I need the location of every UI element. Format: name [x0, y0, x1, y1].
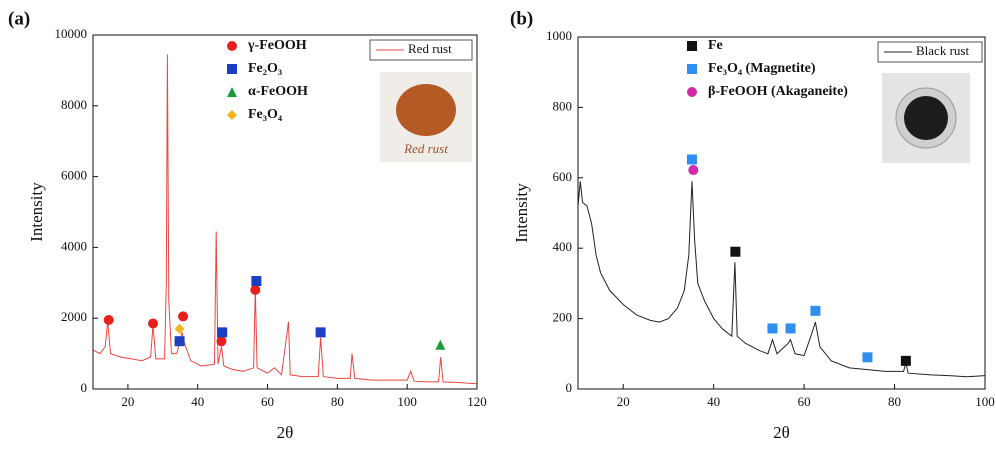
- plot-frame: [92, 34, 478, 390]
- x-tick-label: 60: [798, 394, 811, 409]
- legend-label: Fe: [708, 38, 723, 53]
- line-legend-box: [369, 39, 473, 61]
- line-legend-box: [877, 41, 983, 63]
- marker: [315, 327, 326, 338]
- legend-swatch: [687, 64, 697, 74]
- x-tick-label: 40: [191, 394, 204, 409]
- marker: [810, 305, 821, 316]
- marker: [688, 165, 699, 176]
- y-tick-label: 8000: [61, 97, 87, 112]
- inset-label: Red rust: [403, 141, 448, 156]
- legend-swatch: [227, 64, 237, 74]
- x-axis-label: 2θ: [277, 423, 294, 442]
- legend-label: Black rust: [916, 43, 969, 58]
- rust-sample: [904, 96, 948, 140]
- legend-swatch: [227, 41, 237, 51]
- marker: [216, 336, 227, 347]
- legend-swatch: [687, 41, 697, 51]
- x-tick-label: 20: [617, 394, 630, 409]
- marker: [174, 323, 185, 334]
- marker: [435, 339, 446, 350]
- y-tick-label: 0: [81, 380, 88, 395]
- y-tick-label: 6000: [61, 168, 87, 183]
- x-tick-label: 40: [707, 394, 720, 409]
- marker: [900, 355, 911, 366]
- legend-swatch: [687, 87, 697, 97]
- legend-label: γ-FeOOH: [247, 38, 307, 53]
- marker: [686, 154, 697, 165]
- x-tick-label: 120: [467, 394, 487, 409]
- legend-label: Red rust: [408, 41, 452, 56]
- legend-label: α-FeOOH: [248, 84, 308, 99]
- legend-label: Fe₃O₄ (Magnetite): [708, 61, 816, 76]
- y-tick-label: 0: [566, 380, 573, 395]
- y-tick-label: 600: [553, 169, 573, 184]
- panel-label: (b): [510, 8, 533, 29]
- marker: [103, 314, 114, 325]
- y-tick-label: 800: [553, 98, 573, 113]
- y-axis-label: Intensity: [512, 183, 531, 243]
- x-tick-label: 80: [331, 394, 344, 409]
- marker: [148, 318, 159, 329]
- x-tick-label: 100: [975, 394, 995, 409]
- legend-label: Fe₃O₄: [248, 107, 283, 122]
- y-tick-label: 200: [553, 310, 573, 325]
- marker: [785, 323, 796, 334]
- y-tick-label: 4000: [61, 238, 87, 253]
- marker: [862, 352, 873, 363]
- panel-label: (a): [8, 8, 30, 29]
- marker: [767, 323, 778, 334]
- x-tick-label: 20: [121, 394, 134, 409]
- y-tick-label: 1000: [546, 28, 572, 43]
- y-tick-label: 10000: [55, 26, 88, 41]
- legend-label: Fe₂O₃: [248, 61, 282, 76]
- plot-frame: [577, 36, 986, 390]
- y-tick-label: 400: [553, 239, 573, 254]
- x-axis-label: 2θ: [773, 423, 790, 442]
- x-tick-label: 100: [397, 394, 417, 409]
- marker: [730, 246, 741, 257]
- y-tick-label: 2000: [61, 309, 87, 324]
- x-tick-label: 80: [888, 394, 901, 409]
- y-axis-label: Intensity: [27, 182, 46, 242]
- marker: [250, 284, 261, 295]
- marker: [251, 276, 262, 287]
- legend-label: β-FeOOH (Akaganeite): [708, 84, 848, 99]
- marker: [178, 311, 189, 322]
- marker: [217, 327, 228, 338]
- legend-swatch: [227, 110, 237, 120]
- spectrum-line: [577, 181, 986, 378]
- x-tick-label: 60: [261, 394, 274, 409]
- marker: [174, 336, 185, 347]
- rust-sample: [396, 84, 456, 136]
- legend-swatch: [227, 87, 237, 97]
